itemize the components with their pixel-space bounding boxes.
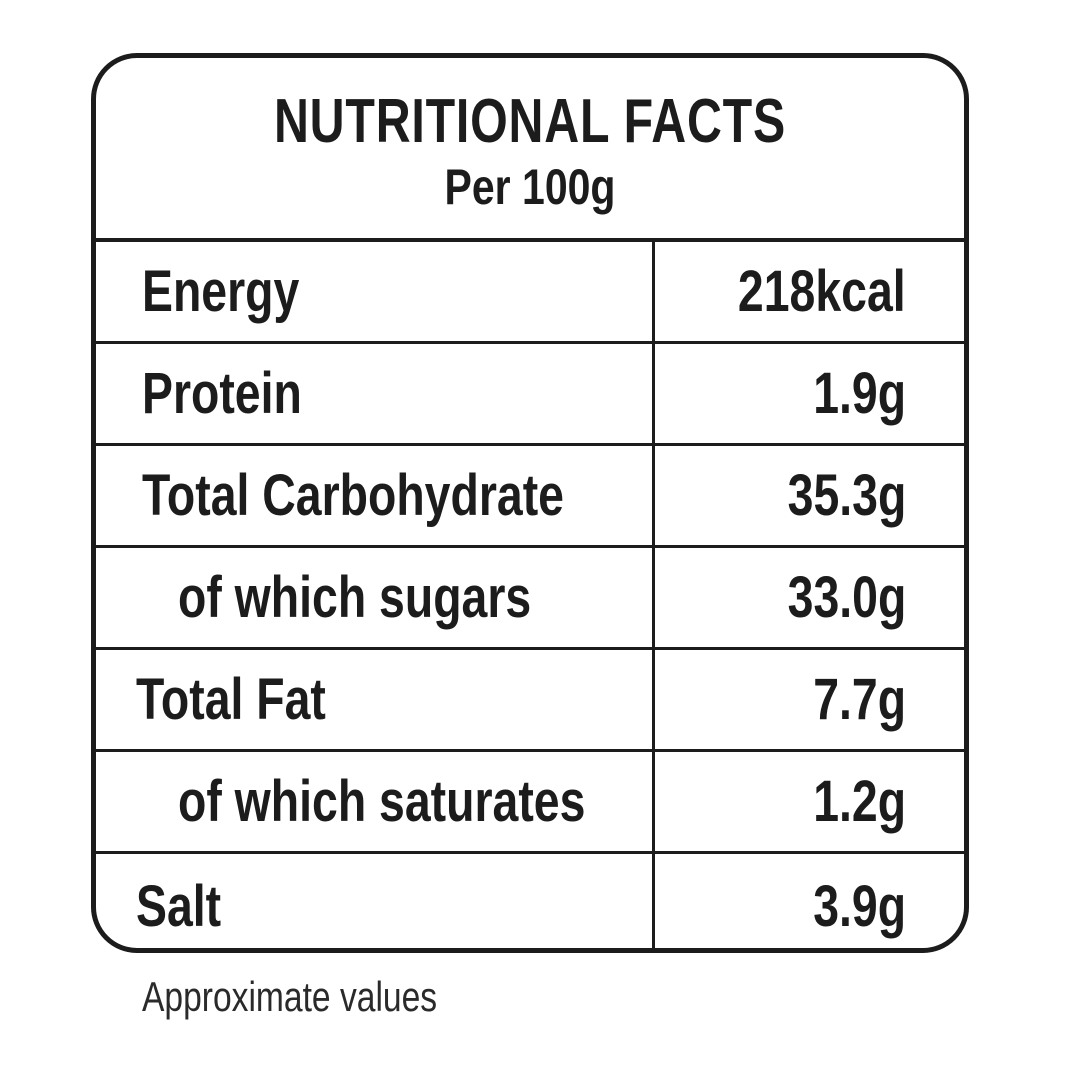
nutrient-name: of which saturates [178,769,586,834]
nutrient-row-saturates: of which saturates 1.2g [96,752,964,854]
nutrient-value: 7.7g [813,667,906,732]
nutrient-row-sugars: of which sugars 33.0g [96,548,964,650]
nutrition-title: NUTRITIONAL FACTS [273,87,787,156]
nutrient-value: 218kcal [738,259,906,324]
nutrient-value: 3.9g [813,873,906,939]
nutrient-row-total-carbohydrate: Total Carbohydrate 35.3g [96,446,964,548]
nutrient-value: 33.0g [787,565,906,630]
nutrient-value: 1.9g [813,361,906,426]
footnote: Approximate values [142,973,438,1020]
nutrition-facts-panel: NUTRITIONAL FACTS Per 100g Energy 218kca… [91,53,969,953]
nutrient-row-protein: Protein 1.9g [96,344,964,446]
nutrient-name: Protein [142,361,302,426]
nutrient-value: 35.3g [787,463,906,528]
nutrient-row-energy: Energy 218kcal [96,242,964,344]
nutrient-table: Energy 218kcal Protein 1.9g Total Carboh… [96,242,964,948]
serving-size: Per 100g [444,159,616,215]
nutrition-header: NUTRITIONAL FACTS Per 100g [96,58,964,242]
nutrient-value: 1.2g [813,769,906,834]
nutrient-row-salt: Salt 3.9g [96,854,964,948]
column-divider [652,242,655,948]
nutrient-name: Total Fat [136,667,326,732]
nutrient-row-total-fat: Total Fat 7.7g [96,650,964,752]
nutrient-name: of which sugars [178,565,532,630]
nutrient-name: Energy [142,259,300,324]
nutrient-name: Total Carbohydrate [142,463,564,528]
nutrient-name: Salt [136,873,222,939]
